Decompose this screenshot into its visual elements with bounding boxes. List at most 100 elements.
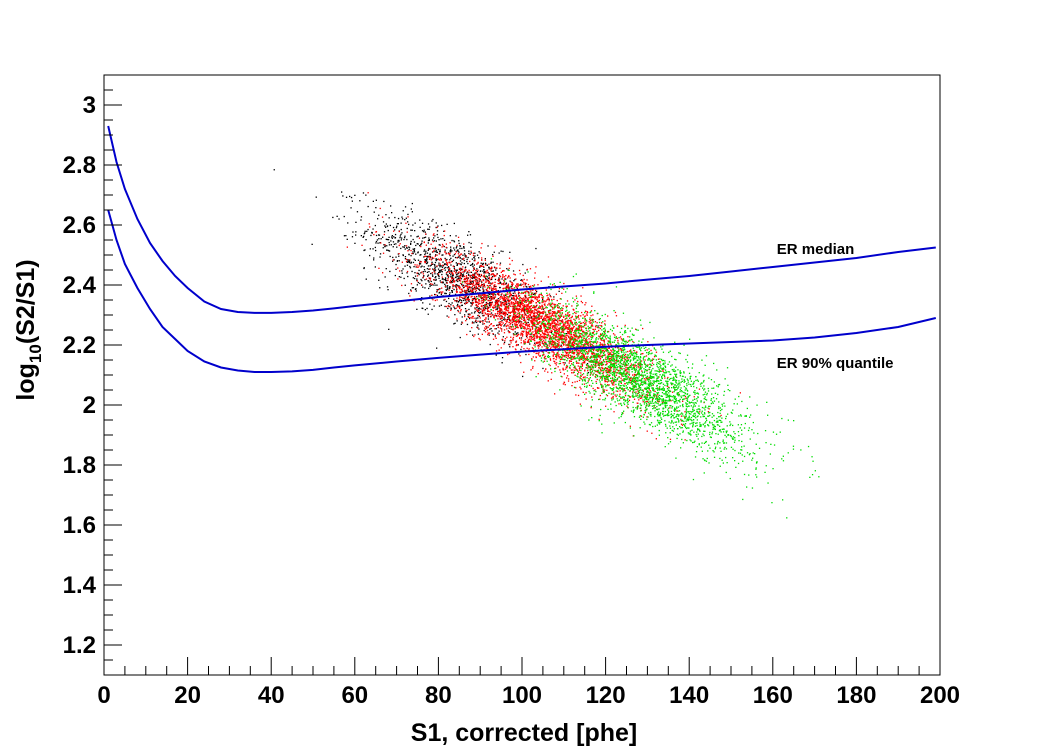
- scatter-point: [440, 270, 442, 272]
- scatter-point: [530, 333, 532, 336]
- scatter-point: [513, 312, 515, 315]
- scatter-point: [538, 299, 540, 302]
- scatter-point: [553, 304, 556, 306]
- scatter-point: [576, 357, 578, 359]
- scatter-point: [520, 306, 522, 308]
- scatter-point: [640, 360, 643, 362]
- scatter-point: [550, 315, 552, 317]
- scatter-point: [503, 281, 505, 283]
- scatter-point: [548, 315, 550, 317]
- scatter-point: [621, 342, 623, 344]
- scatter-point: [555, 293, 557, 295]
- scatter-point: [471, 298, 473, 300]
- scatter-point: [476, 268, 478, 270]
- scatter-point: [457, 301, 460, 303]
- scatter-point: [571, 372, 573, 374]
- scatter-point: [666, 396, 668, 398]
- scatter-point: [458, 271, 460, 273]
- scatter-point: [534, 317, 536, 320]
- scatter-point: [456, 263, 459, 265]
- scatter-point: [504, 303, 507, 305]
- scatter-point: [524, 301, 527, 303]
- scatter-point: [536, 327, 538, 329]
- scatter-point: [379, 253, 382, 255]
- scatter-point: [534, 272, 536, 274]
- scatter-point: [389, 270, 391, 273]
- scatter-point: [571, 329, 574, 331]
- scatter-point: [395, 256, 397, 258]
- scatter-point: [626, 356, 628, 358]
- scatter-point: [400, 233, 402, 236]
- scatter-point: [528, 341, 530, 343]
- scatter-point: [485, 281, 487, 283]
- scatter-point: [414, 272, 416, 274]
- scatter-point: [444, 283, 446, 285]
- scatter-point: [729, 421, 731, 423]
- scatter-point: [560, 344, 562, 346]
- scatter-point: [512, 333, 515, 335]
- scatter-point: [604, 320, 606, 322]
- scatter-point: [364, 230, 366, 232]
- scatter-point: [431, 258, 433, 260]
- scatter-point: [561, 328, 563, 331]
- scatter-point: [485, 297, 487, 299]
- scatter-point: [441, 273, 443, 276]
- scatter-point: [545, 343, 547, 345]
- scatter-point: [405, 222, 407, 224]
- scatter-point: [436, 251, 438, 253]
- scatter-point: [626, 405, 628, 407]
- scatter-point: [411, 287, 413, 289]
- scatter-point: [641, 366, 643, 368]
- scatter-point: [539, 343, 541, 345]
- scatter-point: [508, 315, 510, 317]
- scatter-point: [608, 344, 610, 346]
- scatter-point: [450, 309, 452, 311]
- scatter-point: [431, 261, 433, 263]
- scatter-point: [391, 236, 393, 238]
- scatter-point: [536, 352, 538, 354]
- scatter-point: [555, 330, 558, 332]
- scatter-point: [433, 279, 435, 281]
- scatter-point: [528, 338, 530, 340]
- scatter-point: [580, 329, 583, 332]
- scatter-point: [460, 323, 462, 325]
- scatter-point: [526, 337, 528, 339]
- scatter-point: [473, 284, 475, 287]
- scatter-point: [525, 309, 527, 311]
- scatter-point: [521, 298, 523, 300]
- scatter-point: [553, 360, 555, 362]
- scatter-point: [409, 295, 411, 297]
- scatter-point: [514, 308, 516, 310]
- scatter-point: [562, 330, 564, 332]
- scatter-point: [462, 273, 465, 275]
- scatter-point: [409, 259, 411, 261]
- scatter-point: [591, 365, 593, 367]
- scatter-point: [457, 286, 460, 288]
- scatter-point: [528, 292, 530, 294]
- scatter-point: [488, 268, 490, 270]
- scatter-point: [505, 312, 507, 314]
- scatter-point: [540, 328, 542, 330]
- scatter-point: [471, 283, 474, 285]
- scatter-point: [607, 355, 610, 357]
- scatter-point: [535, 306, 537, 308]
- scatter-point: [570, 357, 572, 359]
- scatter-point: [658, 376, 660, 378]
- scatter-point: [492, 306, 494, 309]
- scatter-point: [421, 242, 423, 244]
- scatter-point: [512, 339, 514, 341]
- scatter-point: [476, 254, 479, 256]
- scatter-point: [479, 321, 481, 323]
- scatter-point: [456, 297, 458, 299]
- scatter-point: [398, 240, 400, 242]
- scatter-point: [556, 362, 558, 364]
- scatter-point: [632, 390, 635, 392]
- scatter-point: [550, 378, 552, 380]
- scatter-point: [583, 326, 585, 328]
- scatter-point: [493, 315, 495, 317]
- scatter-point: [472, 290, 474, 292]
- scatter-point: [512, 309, 514, 311]
- scatter-point: [438, 288, 440, 291]
- scatter-point: [496, 324, 498, 326]
- scatter-point: [479, 294, 481, 296]
